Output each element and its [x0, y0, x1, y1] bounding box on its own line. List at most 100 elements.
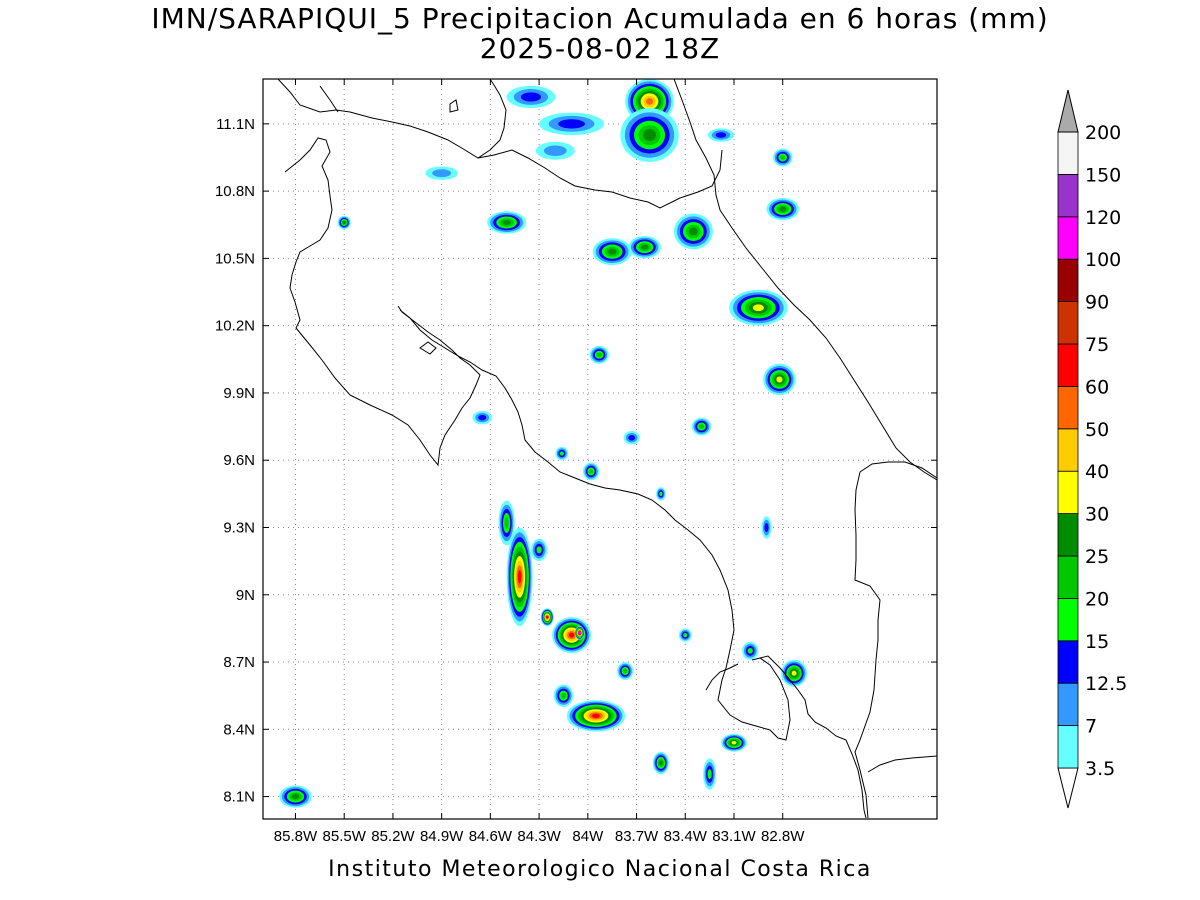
colorbar-level-label: 60 — [1085, 376, 1109, 398]
colorbar-level-label: 30 — [1085, 504, 1109, 526]
lat-tick-label: 11.1N — [216, 116, 255, 133]
precip-contour — [291, 794, 300, 800]
lon-tick-label: 82.8W — [761, 828, 805, 845]
precip-contour — [560, 692, 566, 699]
inner-gulf-coast — [705, 663, 739, 691]
precip-contour — [504, 517, 509, 529]
lake-island — [449, 99, 459, 113]
colorbar-box — [1057, 470, 1079, 515]
precip-contour — [520, 92, 542, 102]
panama-coast-east — [867, 755, 937, 773]
lon-tick-label: 83.1W — [712, 828, 756, 845]
lat-tick-label: 9.3N — [223, 519, 255, 536]
precip-contour — [780, 155, 786, 160]
colorbar-arrow-bottom — [1057, 767, 1079, 809]
colorbar-legend: 3.5 7 12.5 15 20 25 30 40 50 60 75 90 100 120 150 200 — [1057, 89, 1127, 809]
colorbar-level-label: 50 — [1085, 419, 1109, 441]
map-subtitle-date: 2025-08-02 18Z — [479, 32, 721, 65]
precip-contour — [752, 304, 764, 312]
precip-contour — [559, 451, 564, 456]
colorbar-box — [1057, 385, 1079, 430]
precip-contour — [747, 647, 753, 654]
colorbar-box — [1057, 343, 1079, 387]
colorbar-box — [1057, 640, 1079, 684]
colorbar-level-label: 20 — [1085, 588, 1109, 610]
precip-contour — [776, 376, 783, 383]
colorbar-box — [1057, 513, 1079, 557]
colorbar-arrow-top — [1057, 89, 1079, 133]
precip-contour — [432, 169, 452, 178]
lon-tick-label: 85.5W — [323, 828, 367, 845]
colorbar-box — [1057, 258, 1079, 303]
precip-contour — [342, 221, 346, 225]
precip-contour — [707, 769, 712, 780]
precip-contour — [578, 631, 582, 635]
axes: 85.8W 85.5W 85.2W 84.9W 84.6W 84.3W 84W 83.7W 83… — [215, 79, 937, 845]
lat-tick-label: 8.7N — [223, 654, 255, 671]
precip-contour — [764, 522, 769, 533]
precip-contour — [791, 670, 797, 676]
precip-contour — [698, 424, 705, 429]
precip-contour — [536, 546, 542, 554]
panama-border — [854, 461, 937, 819]
coastlines — [277, 79, 937, 819]
colorbar-level-label: 25 — [1085, 546, 1109, 568]
precip-contour — [715, 132, 727, 138]
lon-tick-label: 85.8W — [274, 828, 318, 845]
lat-tick-label: 8.4N — [223, 721, 255, 738]
precip-contour — [545, 615, 549, 619]
colorbar-box — [1057, 216, 1079, 260]
colorbar-box — [1057, 598, 1079, 642]
precip-contour — [517, 570, 522, 584]
map-title: IMN/SARAPIQUI_5 Precipitacion Acumulada … — [151, 2, 1049, 35]
precip-contour — [683, 632, 688, 638]
colorbar-level-label: 100 — [1085, 249, 1121, 271]
pacific-coastline — [284, 137, 867, 819]
lat-tick-label: 9N — [236, 587, 255, 604]
precip-contour — [592, 713, 600, 718]
colorbar-box — [1057, 131, 1079, 175]
grid-lines — [263, 79, 937, 819]
precip-contour — [558, 119, 585, 129]
colorbar-box — [1057, 555, 1079, 599]
lon-tick-label: 83.4W — [664, 828, 708, 845]
island-chira — [419, 341, 437, 355]
footer-credit: Instituto Meteorologico Nacional Costa R… — [328, 857, 872, 882]
precip-contour — [659, 760, 663, 766]
colorbar-level-label: 75 — [1085, 334, 1109, 356]
colorbar-level-label: 200 — [1085, 122, 1121, 144]
precip-contour — [607, 248, 617, 255]
colorbar-box — [1057, 301, 1079, 345]
nicaragua-lake-shore — [277, 79, 507, 159]
lon-tick-label: 84.6W — [469, 828, 513, 845]
colorbar-level-label: 3.5 — [1085, 758, 1115, 780]
lat-tick-label: 10.2N — [215, 318, 255, 335]
lon-tick-label: 85.2W — [371, 828, 415, 845]
colorbar-level-label: 40 — [1085, 461, 1109, 483]
precip-contour — [502, 220, 511, 225]
precip-contour — [659, 491, 663, 496]
precip-contour — [779, 206, 787, 212]
precip-contour — [623, 668, 628, 674]
precip-contour — [731, 741, 737, 745]
lon-tick-label: 84W — [572, 828, 604, 845]
colorbar-level-label: 120 — [1085, 207, 1121, 229]
precip-contour — [645, 98, 654, 105]
precip-contour — [588, 469, 594, 474]
lat-tick-label: 10.5N — [215, 250, 255, 267]
precip-contour — [543, 145, 567, 156]
colorbar-box — [1057, 173, 1079, 218]
colorbar-level-label: 90 — [1085, 292, 1109, 314]
colorbar-level-label: 15 — [1085, 631, 1109, 653]
precip-contour — [478, 414, 487, 421]
colorbar-box — [1057, 682, 1079, 727]
lat-tick-label: 9.9N — [223, 385, 255, 402]
precip-contour — [641, 244, 649, 250]
lon-tick-label: 84.9W — [420, 828, 464, 845]
lon-tick-label: 84.3W — [517, 828, 561, 845]
lat-tick-label: 10.8N — [215, 183, 255, 200]
colorbar-level-label: 150 — [1085, 164, 1121, 186]
caribbean-coastline — [673, 79, 937, 481]
precip-contour — [628, 435, 636, 441]
